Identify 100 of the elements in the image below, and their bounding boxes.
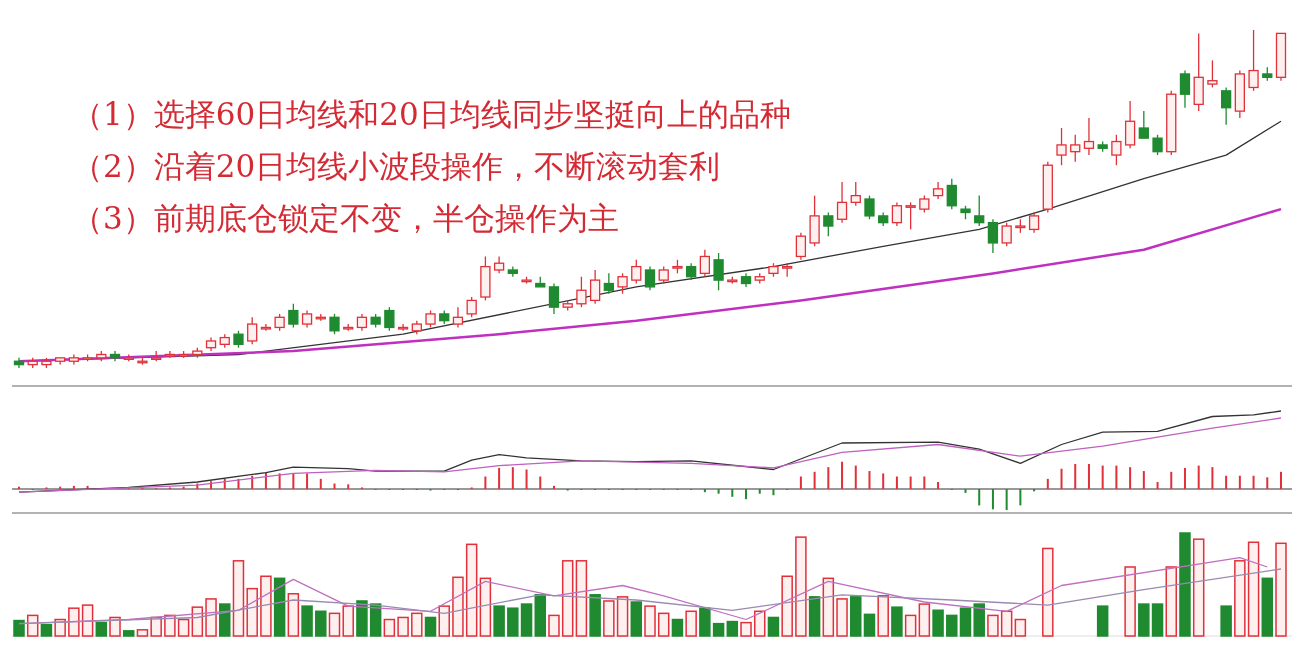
bar bbox=[868, 471, 871, 489]
bar bbox=[1275, 542, 1287, 637]
bar bbox=[1019, 489, 1022, 506]
bar bbox=[81, 604, 94, 637]
bar bbox=[877, 595, 889, 637]
bar bbox=[891, 606, 903, 637]
bar bbox=[932, 609, 944, 637]
bar bbox=[827, 467, 830, 489]
bar bbox=[795, 536, 807, 637]
bar bbox=[1192, 538, 1205, 637]
bar bbox=[319, 478, 322, 489]
bar bbox=[731, 489, 734, 497]
bar bbox=[306, 473, 309, 489]
bar bbox=[923, 476, 926, 489]
bar bbox=[1014, 618, 1027, 637]
candlestick bbox=[589, 269, 601, 305]
candlestick bbox=[823, 211, 834, 237]
bar bbox=[644, 605, 656, 637]
bar bbox=[1142, 471, 1145, 489]
bar bbox=[904, 614, 917, 637]
bar bbox=[13, 619, 25, 637]
bar bbox=[657, 612, 670, 637]
bar bbox=[767, 616, 780, 637]
bar bbox=[1280, 471, 1282, 489]
bar bbox=[1129, 467, 1132, 489]
bar bbox=[507, 607, 519, 637]
candlestick bbox=[1207, 59, 1218, 89]
bar bbox=[548, 614, 560, 637]
bar bbox=[850, 596, 862, 637]
candlestick bbox=[1028, 211, 1040, 234]
bar bbox=[1087, 464, 1090, 489]
bar bbox=[1220, 605, 1232, 637]
bar bbox=[964, 489, 967, 493]
bar bbox=[246, 587, 258, 637]
bar bbox=[191, 606, 204, 637]
candlestick bbox=[891, 201, 903, 227]
candlestick bbox=[1152, 134, 1163, 156]
candlestick bbox=[1056, 127, 1067, 166]
bar bbox=[260, 575, 272, 637]
bar bbox=[882, 473, 885, 489]
bar bbox=[959, 607, 972, 637]
bar bbox=[287, 593, 300, 637]
bar bbox=[264, 472, 267, 489]
bar bbox=[539, 476, 542, 489]
candlestick bbox=[987, 218, 999, 254]
bar bbox=[699, 607, 711, 637]
candlestick bbox=[329, 313, 340, 335]
bar bbox=[301, 605, 313, 637]
bar bbox=[1101, 465, 1104, 489]
bar bbox=[1124, 566, 1136, 637]
bar bbox=[1179, 532, 1191, 637]
candlestick bbox=[1111, 134, 1122, 166]
bar bbox=[1252, 475, 1255, 489]
candlestick bbox=[905, 201, 916, 231]
candlestick bbox=[864, 194, 875, 220]
bar bbox=[136, 629, 149, 637]
bar bbox=[712, 622, 725, 637]
bar bbox=[671, 618, 684, 637]
bar bbox=[1046, 478, 1049, 489]
candlestick bbox=[1124, 100, 1136, 149]
bar bbox=[177, 618, 190, 637]
bar bbox=[1115, 465, 1118, 489]
bar bbox=[109, 616, 121, 637]
bar bbox=[575, 560, 588, 637]
bar bbox=[753, 610, 766, 637]
bar bbox=[479, 577, 492, 637]
bar bbox=[772, 489, 775, 496]
bar bbox=[717, 489, 720, 494]
bar bbox=[347, 484, 350, 489]
candlestick bbox=[1070, 134, 1081, 163]
candlestick bbox=[1001, 222, 1012, 247]
bar bbox=[813, 471, 816, 489]
candlestick bbox=[836, 181, 848, 224]
bar bbox=[356, 600, 368, 637]
bar bbox=[616, 596, 629, 637]
candlestick bbox=[1248, 29, 1259, 92]
bar bbox=[987, 614, 999, 637]
bar bbox=[525, 469, 528, 489]
bar bbox=[1074, 464, 1077, 489]
bar bbox=[452, 576, 464, 637]
bar bbox=[630, 601, 643, 637]
bar bbox=[808, 596, 821, 637]
bar bbox=[1197, 465, 1200, 489]
candlestick bbox=[974, 194, 985, 227]
candlestick bbox=[466, 296, 477, 318]
candlestick bbox=[699, 249, 711, 278]
annotation: （2）沿着20日均线小波段操作，不断滚动套利 bbox=[72, 148, 721, 184]
candlestick bbox=[1083, 117, 1095, 156]
bar bbox=[1238, 475, 1241, 489]
bar bbox=[740, 621, 752, 637]
bar bbox=[397, 616, 409, 637]
bar bbox=[484, 476, 487, 489]
bar bbox=[1042, 547, 1054, 637]
bar bbox=[937, 481, 940, 489]
candlestick bbox=[452, 306, 464, 329]
bar bbox=[369, 603, 382, 637]
bar bbox=[703, 489, 706, 493]
bar bbox=[1000, 610, 1013, 637]
bar bbox=[895, 476, 898, 489]
bar bbox=[68, 607, 80, 637]
